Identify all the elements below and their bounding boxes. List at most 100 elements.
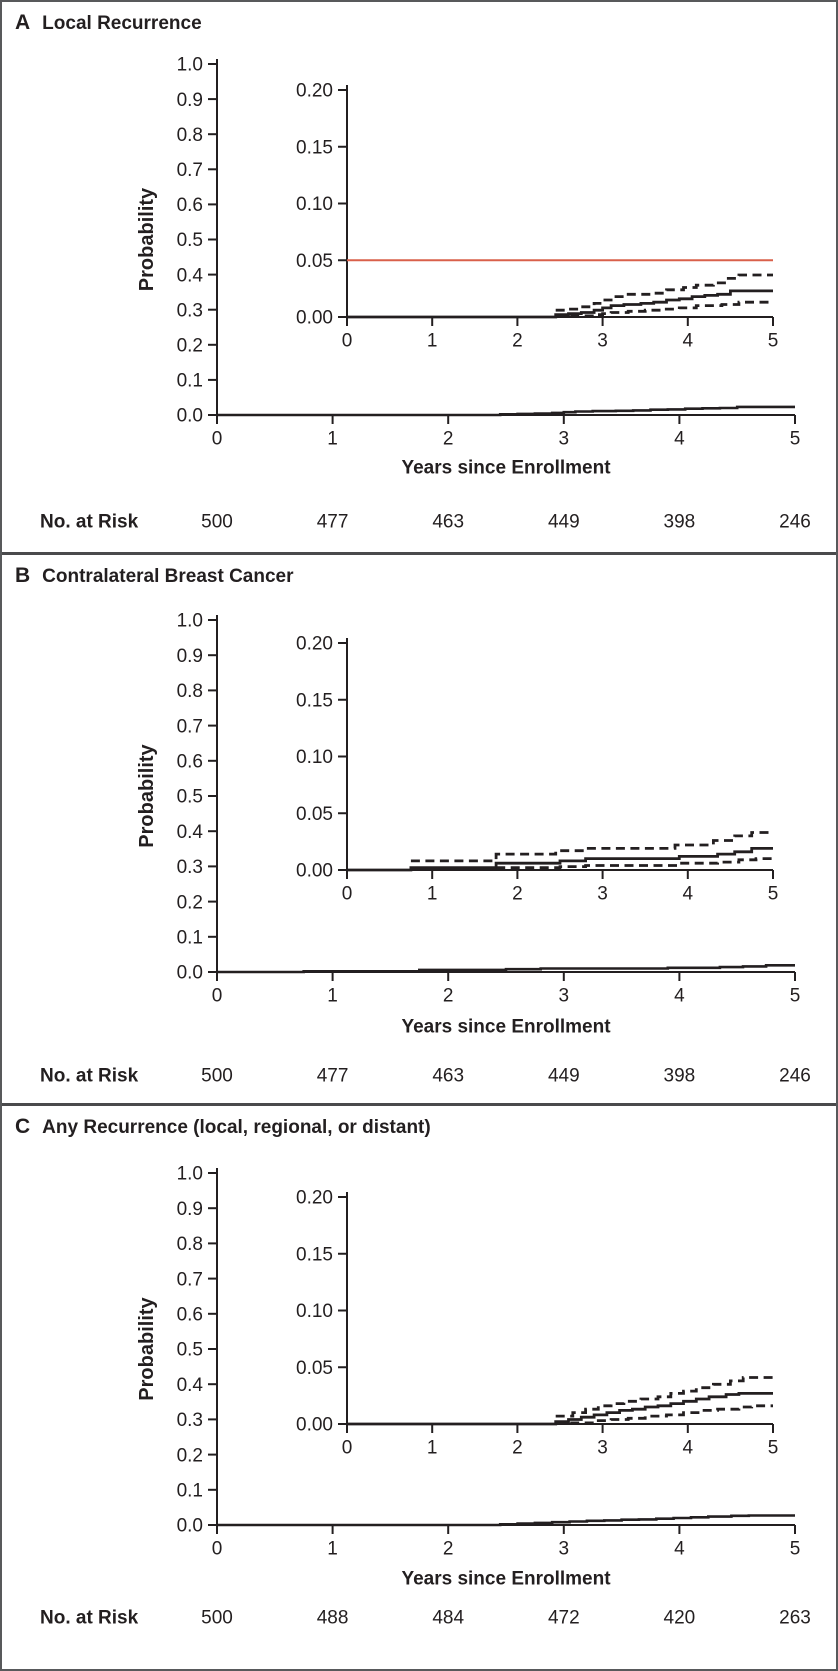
panel-heading: Contralateral Breast Cancer [42, 566, 294, 587]
svg-text:0.1: 0.1 [177, 371, 203, 392]
svg-text:0.6: 0.6 [177, 195, 203, 216]
svg-text:1.0: 1.0 [177, 611, 203, 632]
inset-lower-confidence-limit [555, 1404, 773, 1425]
svg-text:3: 3 [597, 884, 608, 905]
svg-text:0.00: 0.00 [296, 308, 333, 329]
main-axis-labels: 1.00.90.80.70.60.50.40.30.20.10.00 1 2 3 4 5P… [136, 611, 800, 1038]
svg-text:0: 0 [342, 884, 353, 905]
svg-text:0.00: 0.00 [296, 861, 333, 882]
svg-text:0.5: 0.5 [177, 1340, 203, 1361]
svg-text:0.20: 0.20 [296, 634, 333, 655]
svg-text:0: 0 [342, 1438, 353, 1459]
svg-text:5: 5 [790, 429, 801, 450]
svg-text:0.5: 0.5 [177, 230, 203, 251]
no-at-risk-count: 463 [432, 512, 464, 533]
svg-text:0.15: 0.15 [296, 1244, 333, 1265]
svg-text:1: 1 [327, 429, 338, 450]
svg-text:4: 4 [674, 429, 685, 450]
no-at-risk-label: No. at Risk [40, 1608, 139, 1629]
no-at-risk-count: 472 [548, 1608, 580, 1629]
inset-curves [347, 273, 773, 319]
no-at-risk-label: No. at Risk [40, 1066, 139, 1087]
svg-text:3: 3 [559, 986, 570, 1007]
inset-lower-confidence-limit [555, 300, 773, 318]
svg-text:1.0: 1.0 [177, 1164, 203, 1185]
main-cumulative-incidence-curve [217, 964, 795, 974]
y-axis-title: Probability [136, 743, 158, 847]
no-at-risk-count: 449 [548, 512, 580, 533]
svg-text:0.4: 0.4 [177, 265, 204, 286]
svg-text:0.10: 0.10 [296, 194, 333, 215]
svg-text:1: 1 [427, 1438, 438, 1459]
panel-contralateral-breast-cancer: B Contralateral Breast Cancer 1.0 0.9 0.8 0… [2, 555, 836, 1103]
inset-curves [347, 1376, 773, 1426]
main-axes [208, 1168, 796, 1534]
svg-text:2: 2 [512, 1438, 523, 1459]
svg-text:0.1: 0.1 [177, 927, 203, 948]
panel-local-recurrence: A Local Recurrence 1.0 0.9 0.8 0.7 0.6 0.5 0.4… [2, 2, 836, 552]
svg-text:0.00: 0.00 [296, 1415, 333, 1436]
svg-text:0.8: 0.8 [177, 681, 203, 702]
no-at-risk-count: 500 [201, 1608, 233, 1629]
main-cumulative-incidence-curve [217, 405, 795, 417]
svg-text:0.15: 0.15 [296, 137, 333, 158]
svg-text:5: 5 [790, 1539, 801, 1560]
svg-text:0.3: 0.3 [177, 1410, 203, 1431]
inset-cumulative-incidence [347, 289, 773, 319]
svg-text:3: 3 [559, 1539, 570, 1560]
svg-text:3: 3 [597, 1438, 608, 1459]
no-at-risk-count: 398 [664, 512, 696, 533]
main-axis-labels: 1.00.90.80.70.60.50.40.30.20.10.00 1 2 3 4 5P… [136, 1164, 800, 1590]
x-axis-title: Years since Enrollment [401, 458, 611, 479]
no-at-risk-count: 463 [432, 1066, 464, 1087]
svg-text:0.10: 0.10 [296, 1301, 333, 1322]
svg-text:3: 3 [597, 331, 608, 352]
svg-text:0.4: 0.4 [177, 822, 204, 843]
svg-text:0.05: 0.05 [296, 1358, 333, 1379]
no-at-risk-count: 246 [779, 512, 811, 533]
main-axes [208, 59, 796, 424]
no-at-risk-count: 420 [664, 1608, 696, 1629]
svg-text:0.20: 0.20 [296, 1188, 333, 1209]
inset-axis-labels: 0.20 0.15 0.10 0.05 0.00 0 1 2 3 4 5 [296, 1188, 778, 1459]
panel-title-row: A Local Recurrence [15, 11, 202, 35]
svg-text:0.9: 0.9 [177, 90, 203, 111]
svg-text:5: 5 [768, 884, 779, 905]
no-at-risk-count: 263 [779, 1608, 811, 1629]
no-at-risk-count: 484 [432, 1608, 464, 1629]
svg-text:0.6: 0.6 [177, 1304, 203, 1325]
no-at-risk-count: 477 [317, 512, 349, 533]
svg-text:0.05: 0.05 [296, 251, 333, 272]
svg-text:0: 0 [212, 1539, 223, 1560]
no-at-risk-count: 500 [201, 512, 233, 533]
svg-text:0.9: 0.9 [177, 1199, 203, 1220]
svg-text:0.9: 0.9 [177, 646, 203, 667]
svg-text:1: 1 [427, 331, 438, 352]
svg-text:0.05: 0.05 [296, 804, 333, 825]
svg-text:0.3: 0.3 [177, 857, 203, 878]
inset-axis-labels: 0.20 0.15 0.10 0.05 0.00 0 1 2 3 4 5 [296, 634, 778, 905]
no-at-risk-count: 500 [201, 1066, 233, 1087]
inset-cumulative-incidence [347, 1392, 773, 1426]
svg-text:2: 2 [443, 1539, 454, 1560]
svg-text:2: 2 [512, 331, 523, 352]
no-at-risk-count: 488 [317, 1608, 349, 1629]
no-at-risk-row: No. at Risk 500 477 463 449 398 246 [40, 512, 811, 533]
x-axis-title: Years since Enrollment [401, 1569, 611, 1590]
svg-text:0.20: 0.20 [296, 81, 333, 102]
panel-title-row: C Any Recurrence (local, regional, or di… [15, 1115, 431, 1139]
svg-text:5: 5 [790, 986, 801, 1007]
svg-text:1: 1 [427, 884, 438, 905]
no-at-risk-count: 398 [664, 1066, 696, 1087]
svg-text:1: 1 [327, 986, 338, 1007]
svg-text:5: 5 [768, 331, 779, 352]
svg-text:4: 4 [674, 1539, 685, 1560]
panel-title-row: B Contralateral Breast Cancer [15, 564, 294, 588]
svg-text:0.8: 0.8 [177, 1234, 203, 1255]
inset-axes [338, 85, 774, 326]
svg-text:4: 4 [683, 884, 694, 905]
inset-upper-confidence-limit [555, 1376, 773, 1418]
svg-text:0.4: 0.4 [177, 1375, 204, 1396]
main-axes [208, 615, 796, 981]
svg-text:0.15: 0.15 [296, 690, 333, 711]
